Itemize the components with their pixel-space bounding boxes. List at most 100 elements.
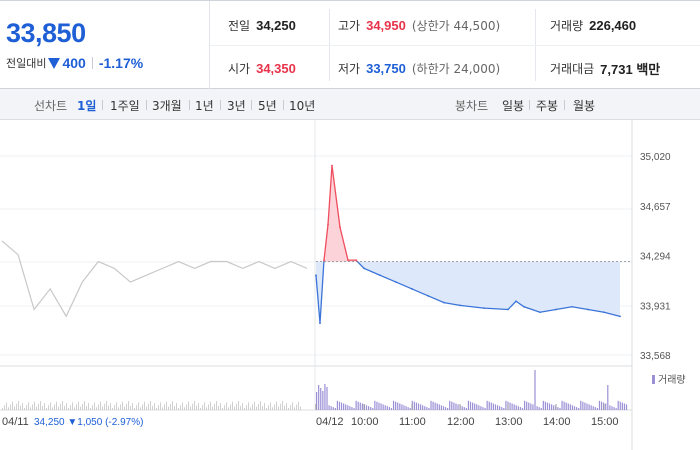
volume-bar [390, 408, 393, 410]
volume-bar [162, 407, 163, 410]
period-3y-button[interactable]: 3년 [227, 99, 246, 113]
volume-bar [28, 402, 29, 410]
volume-bar [232, 401, 233, 410]
volume-bar [32, 404, 33, 410]
period-5y-button[interactable]: 5년 [258, 99, 277, 113]
volume-bar [174, 405, 175, 410]
volume-bar [52, 407, 53, 410]
volume-bar [216, 401, 217, 410]
volume-bar [146, 406, 147, 410]
stat-label: 저가 [338, 61, 361, 76]
volume-bar [246, 405, 247, 410]
volume-bar [382, 404, 384, 410]
volume-bar [588, 404, 590, 410]
volume-bar [453, 402, 455, 410]
volume-bar [208, 404, 209, 410]
volume-bar [84, 401, 85, 410]
volume-bar [526, 401, 528, 410]
volume-bar [499, 406, 501, 410]
intraday-price-chart[interactable]: 35,020 34,657 34,294 33,931 33,568 04/12 10:0… [0, 120, 700, 450]
volume-bar [234, 406, 235, 410]
volume-bar [108, 405, 109, 410]
price-fill-down [316, 261, 620, 324]
volume-bar [517, 406, 519, 410]
price-point [355, 259, 357, 262]
volume-bar [484, 408, 486, 410]
volume-bar [447, 408, 449, 410]
volume-bar [365, 405, 368, 410]
price-line [315, 164, 621, 325]
volume-bar [322, 391, 324, 410]
stat-label: 전일 [228, 18, 251, 33]
volume-bar [384, 405, 386, 410]
volume-bar [252, 404, 253, 410]
volume-bar [503, 408, 505, 410]
period-1w-button[interactable]: 1주일 [110, 99, 140, 113]
volume-bar [54, 404, 55, 410]
volume-bar [262, 405, 263, 410]
divider [102, 100, 103, 110]
candle-monthly-button[interactable]: 월봉 [573, 99, 596, 113]
volume-bar [290, 405, 291, 410]
volume-bar [455, 403, 457, 410]
volume-bar [515, 405, 517, 410]
y-tick-label: 34,657 [640, 202, 671, 213]
stat-grid: 전일 34,250 고가 34,950 (상한가 44,500) 거래량 226… [210, 1, 700, 89]
volume-bar [345, 404, 347, 410]
upper-limit: (상한가 44,500) [411, 18, 501, 33]
divider [210, 45, 700, 46]
volume-bar [413, 401, 415, 410]
volume-bar [561, 400, 563, 410]
current-price: 33,850 [6, 18, 86, 48]
volume-bar [361, 403, 363, 410]
price-point [555, 308, 557, 311]
volume-bar [457, 404, 459, 410]
volume-bar [140, 407, 141, 410]
volume-bar [501, 407, 503, 410]
period-10y-button[interactable]: 10년 [289, 99, 316, 113]
volume-bar [284, 405, 285, 410]
volume-bar [578, 408, 580, 410]
volume-bar [136, 405, 137, 410]
x-tick-label: 15:00 [591, 416, 619, 428]
price-point [339, 226, 341, 229]
volume-bar [238, 401, 239, 410]
x-tick-label: 11:00 [399, 416, 426, 428]
volume-bar [212, 406, 213, 410]
volume-bar [480, 406, 482, 410]
volume-bar [190, 406, 191, 410]
volume-bar [482, 407, 484, 410]
period-1d-button[interactable]: 1일 [77, 99, 97, 113]
volume-bar [244, 408, 245, 410]
volume-bar [180, 405, 181, 410]
volume-bar [563, 401, 565, 410]
stat-label: 거래대금 [550, 61, 595, 76]
volume-bar [20, 405, 21, 410]
stat-low: 저가 33,750 (하한가 24,000) [338, 46, 500, 90]
volume-bar [218, 405, 219, 410]
volume-bar [324, 384, 326, 410]
candle-daily-button[interactable]: 일봉 [502, 99, 525, 113]
volume-bar [451, 401, 453, 410]
volume-bar [386, 406, 388, 410]
volume-bar [280, 403, 281, 410]
volume-bar [72, 402, 73, 410]
period-3m-button[interactable]: 3개월 [152, 99, 182, 113]
volume-bar [138, 402, 139, 410]
volume-bar [16, 403, 17, 410]
volume-bar [46, 408, 47, 410]
volume-bar [56, 401, 57, 410]
volume-bar [488, 401, 490, 410]
period-1y-button[interactable]: 1년 [195, 99, 214, 113]
price-point [427, 294, 429, 297]
stat-value: 34,350 [256, 60, 296, 76]
volume-bar [378, 402, 380, 410]
y-tick-label: 33,568 [640, 351, 671, 362]
volume-bar [318, 385, 320, 410]
volume-bar [409, 408, 411, 410]
volume-bar [388, 407, 390, 410]
volume-bar [607, 385, 609, 410]
stat-value: 34,250 [256, 17, 296, 33]
volume-bar [399, 403, 401, 410]
candle-weekly-button[interactable]: 주봉 [536, 99, 559, 113]
